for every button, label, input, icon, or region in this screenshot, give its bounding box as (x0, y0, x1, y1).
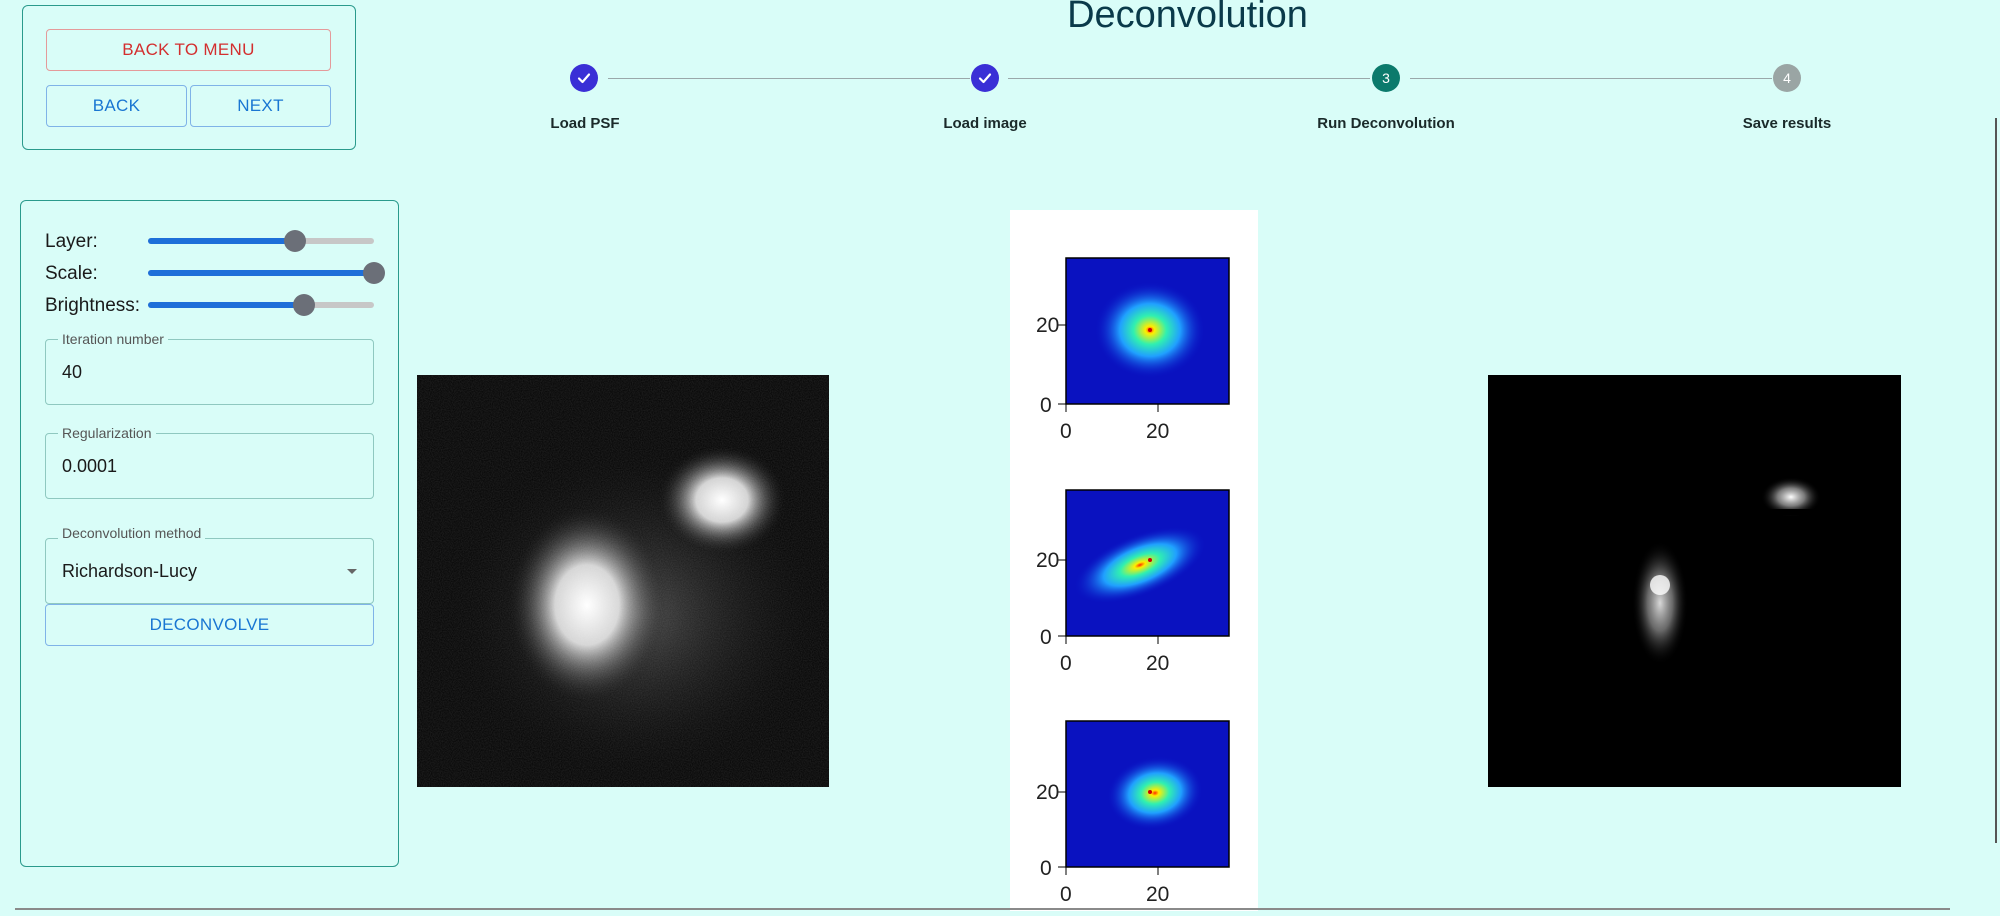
iteration-number-value[interactable]: 40 (62, 362, 83, 382)
regularization-field[interactable]: Regularization 0.0001 (45, 425, 374, 499)
psf1-ytick-20: 20 (1036, 314, 1059, 337)
check-icon (978, 73, 992, 84)
psf-plots-column: 20 0 0 20 20 0 0 20 20 0 0 20 (1010, 210, 1258, 911)
back-button[interactable]: BACK (46, 85, 187, 127)
navigation-panel: BACK TO MENU BACK NEXT (22, 5, 356, 150)
iteration-number-legend: Iteration number (58, 331, 168, 347)
psf-plot-1 (1058, 257, 1230, 412)
layer-slider-thumb[interactable] (284, 230, 306, 252)
psf2-xtick-20: 20 (1146, 652, 1169, 675)
psf2-ytick-0: 0 (1040, 626, 1052, 649)
layer-label: Layer: (45, 231, 98, 252)
brightness-slider-fill (148, 302, 304, 308)
psf1-xtick-0: 0 (1060, 420, 1072, 443)
psf-plot-3 (1058, 720, 1230, 875)
step-1-circle[interactable] (570, 64, 598, 92)
psf2-xtick-0: 0 (1060, 652, 1072, 675)
deconvolved-image-canvas (1488, 375, 1901, 787)
next-button[interactable]: NEXT (190, 85, 331, 127)
page-title: Deconvolution (1067, 0, 1308, 36)
scale-slider-thumb[interactable] (363, 262, 385, 284)
psf3-ytick-20: 20 (1036, 781, 1059, 804)
input-image (417, 375, 829, 787)
deconvolution-method-legend: Deconvolution method (58, 525, 206, 541)
deconvolution-method-select[interactable]: Deconvolution method Richardson-Lucy (45, 525, 374, 604)
psf1-ytick-0: 0 (1040, 394, 1052, 417)
scale-slider-fill (148, 270, 374, 276)
scale-label: Scale: (45, 263, 98, 284)
deconvolved-image (1488, 375, 1901, 787)
deconvolution-method-value[interactable]: Richardson-Lucy (62, 561, 198, 581)
brightness-slider[interactable] (148, 294, 374, 316)
check-icon (577, 73, 591, 84)
brightness-label: Brightness: (45, 295, 141, 316)
psf1-xtick-20: 20 (1146, 420, 1169, 443)
scrollbar[interactable] (1995, 118, 1997, 843)
step-3-circle[interactable]: 3 (1372, 64, 1400, 92)
regularization-legend: Regularization (58, 425, 156, 441)
psf2-ytick-20: 20 (1036, 549, 1059, 572)
step-connector (608, 78, 970, 79)
layer-slider[interactable] (148, 230, 374, 252)
iteration-number-field[interactable]: Iteration number 40 (45, 331, 374, 405)
step-2-circle[interactable] (971, 64, 999, 92)
step-4-label: Save results (1742, 115, 1832, 132)
step-2-label: Load image (943, 115, 1027, 132)
regularization-value[interactable]: 0.0001 (62, 456, 118, 476)
psf3-xtick-0: 0 (1060, 883, 1072, 906)
step-3-label: Run Deconvolution (1317, 115, 1455, 132)
input-image-canvas (417, 375, 829, 787)
step-1-label: Load PSF (550, 115, 620, 132)
layer-slider-fill (148, 238, 295, 244)
back-to-menu-button[interactable]: BACK TO MENU (46, 29, 331, 71)
controls-panel (20, 200, 399, 867)
bottom-divider (15, 908, 1950, 910)
psf-plots-svg: 20 0 0 20 20 0 0 20 20 0 0 20 (1036, 257, 1230, 906)
psf3-ytick-0: 0 (1040, 857, 1052, 880)
scale-slider[interactable] (148, 262, 385, 284)
psf3-xtick-20: 20 (1146, 883, 1169, 906)
deconvolve-button[interactable]: DECONVOLVE (45, 604, 374, 646)
psf-plot-2 (1058, 489, 1230, 644)
dropdown-arrow-icon[interactable] (345, 567, 359, 577)
step-connector (1008, 78, 1370, 79)
step-connector (1410, 78, 1772, 79)
step-4-circle[interactable]: 4 (1773, 64, 1801, 92)
brightness-slider-thumb[interactable] (293, 294, 315, 316)
stepper: 3 4 Load PSF Load image Run Deconvolutio… (0, 0, 2000, 140)
